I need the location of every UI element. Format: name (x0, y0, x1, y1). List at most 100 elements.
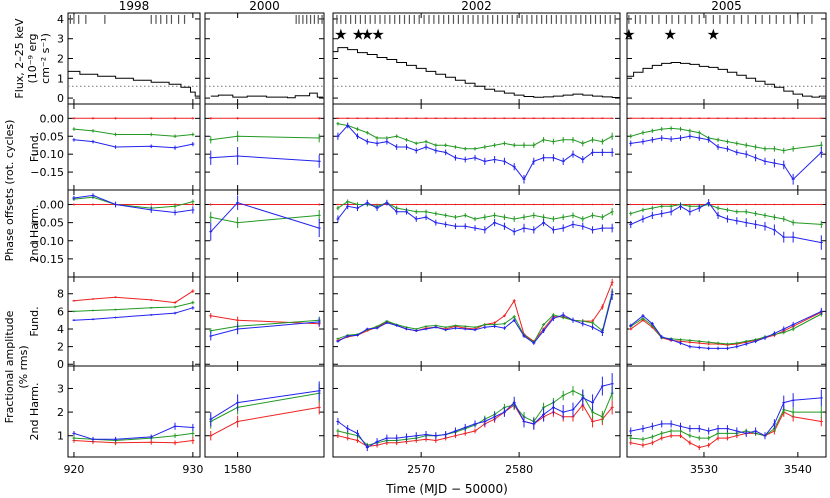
label-layer: 1998 0 1 2 3 4 0.00 −0.05 −0.10 −0.15 0.00 −0.05 −0.… (3, 0, 812, 496)
y-tick-label: −0.05 (30, 217, 64, 230)
series-line-green (337, 123, 613, 150)
burst-star-marker: ★ (334, 26, 347, 44)
series-line-green (210, 135, 320, 141)
x-tick-label: 930 (182, 463, 203, 476)
series-line-green (73, 432, 193, 442)
panel-2005-hamp (626, 365, 827, 458)
panel-ylabel-flux: cm⁻² s⁻¹) (39, 33, 52, 84)
panel-frame (332, 365, 621, 458)
series-line-green (73, 302, 194, 312)
panel-frame (626, 12, 827, 105)
series-line-green (210, 214, 320, 224)
y-tick-label: 1 (57, 430, 64, 443)
panel-2000-flux (204, 12, 325, 105)
series-line-green (73, 196, 194, 209)
series-line-blue (210, 155, 320, 162)
burst-star-marker: ★ (352, 26, 365, 44)
y-tick-label: −0.10 (30, 235, 64, 248)
y-tick-label: 2 (57, 341, 64, 354)
x-axis-label: Time (MJD − 50000) (385, 482, 508, 496)
series-line-red (73, 290, 194, 304)
burst-star-marker: ★ (361, 26, 374, 44)
y-tick-label: 0.00 (40, 112, 65, 125)
y-tick-label: 0.00 (40, 199, 65, 212)
panel-2002-hamp (332, 365, 621, 458)
series-line-blue (630, 135, 822, 181)
x-tick-label: 1580 (224, 463, 252, 476)
panel-2000-harm (204, 189, 325, 278)
panel-frame (67, 365, 201, 458)
y-tick-label: 4 (57, 13, 64, 26)
burst-star-marker: ★ (663, 26, 676, 44)
y-tick-label: 3 (57, 33, 64, 46)
series-line-blue (337, 124, 613, 181)
y-tick-label: −0.15 (30, 253, 64, 266)
y-tick-label: 8 (57, 288, 64, 301)
burst-star-marker: ★ (371, 26, 384, 44)
flux-lightcurve (210, 92, 323, 99)
panel-frame (332, 189, 621, 278)
panel-frame (204, 12, 325, 105)
data-layer: ★ ★★★ ★ ★ ★ (68, 14, 826, 452)
y-tick-label: 3 (57, 382, 64, 395)
x-tick-label: 920 (63, 463, 84, 476)
y-tick-label: 4 (57, 323, 64, 336)
burst-star-marker: ★ (707, 26, 720, 44)
y-tick-label: −0.15 (30, 166, 64, 179)
flux-lightcurve (627, 62, 826, 98)
x-tick-label: 3540 (784, 463, 812, 476)
series-line-blue (337, 294, 613, 344)
panel-ylabel-flux: (10⁻⁹ erg (26, 33, 39, 83)
panel-frame (204, 103, 325, 191)
panel-1998-flux (67, 12, 201, 105)
group-ylabel-amplitude-unit: (% rms) (17, 345, 30, 388)
panel-1998-hamp (67, 365, 201, 458)
series-line-green (337, 390, 613, 446)
year-label-1998: 1998 (119, 0, 150, 13)
series-line-red (73, 440, 193, 444)
panel-ylabel-hamp: 2nd Harm. (28, 382, 41, 440)
group-ylabel-phase: Phase offsets (rot. cycles) (3, 120, 16, 262)
panel-2005-flux (626, 12, 827, 105)
series-line-blue (73, 425, 193, 440)
burst-star-marker: ★ (622, 26, 635, 44)
series-line-red (210, 315, 320, 325)
panel-2000-hamp (204, 365, 325, 458)
panel-ylabel-famp: Fund. (28, 306, 41, 336)
panel-2005-harm (626, 189, 827, 278)
series-line-blue (210, 390, 320, 420)
panel-ylabel-flux: Flux, 2–25 keV (13, 18, 26, 99)
panel-frame (67, 189, 201, 278)
x-tick-label: 3530 (690, 463, 718, 476)
panel-frame (204, 365, 325, 458)
series-line-blue (337, 383, 613, 449)
y-tick-label: 0 (57, 92, 64, 105)
panel-frame (626, 276, 827, 367)
panel-2000-fund (204, 103, 325, 191)
flux-lightcurve (333, 47, 620, 98)
panel-frame (332, 103, 621, 191)
panel-1998-harm (67, 189, 201, 278)
year-label-2005: 2005 (711, 0, 742, 13)
y-tick-label: −0.10 (30, 148, 64, 161)
series-line-green (337, 291, 613, 343)
panel-frame (67, 276, 201, 367)
panel-ylabel-harm: 2nd Harm. (28, 204, 41, 262)
panel-frame (204, 189, 325, 278)
panel-2002-harm (332, 189, 621, 278)
flux-lightcurve (68, 70, 200, 97)
series-line-red (210, 406, 320, 437)
x-tick-label: 2570 (407, 463, 435, 476)
x-tick-label: 2580 (505, 463, 533, 476)
year-label-2002: 2002 (461, 0, 492, 13)
y-tick-label: −0.05 (30, 130, 64, 143)
panel-2005-famp (626, 276, 827, 367)
y-tick-label: 6 (57, 305, 64, 318)
panel-frame (626, 103, 827, 191)
panel-ylabel-fund: Fund. (28, 132, 41, 162)
y-tick-label: 0 (57, 358, 64, 371)
series-line-blue (73, 139, 193, 149)
panel-1998-famp (67, 276, 201, 367)
series-line-red (337, 282, 613, 342)
